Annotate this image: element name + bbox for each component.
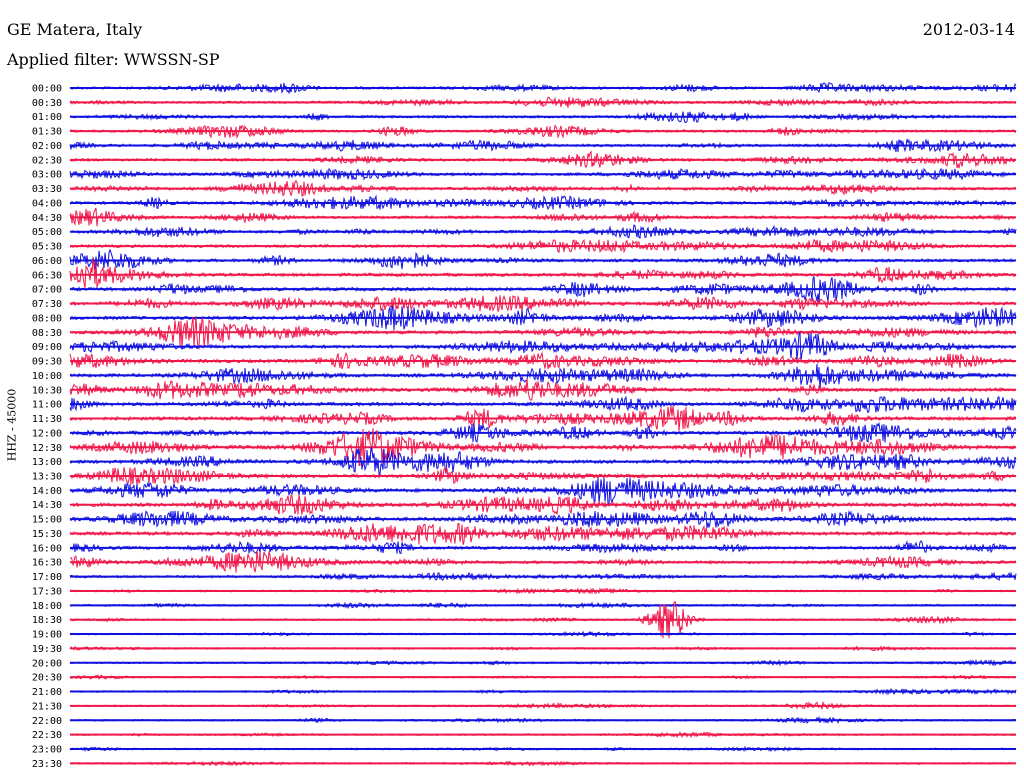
time-label-1600: 16:00 — [32, 543, 62, 554]
time-label-1900: 19:00 — [32, 630, 62, 641]
time-label-0200: 02:00 — [32, 141, 62, 152]
time-label-1130: 11:30 — [32, 414, 62, 425]
time-label-1730: 17:30 — [32, 586, 62, 597]
time-label-1830: 18:30 — [32, 615, 62, 626]
time-label-0130: 01:30 — [32, 127, 62, 138]
time-label-0530: 05:30 — [32, 242, 62, 253]
trace-0630 — [69, 258, 1017, 289]
time-label-2030: 20:30 — [32, 673, 62, 684]
time-label-0500: 05:00 — [32, 227, 62, 238]
time-label-1400: 14:00 — [32, 486, 62, 497]
time-label-0400: 04:00 — [32, 198, 62, 209]
time-label-2100: 21:00 — [32, 687, 62, 698]
time-label-1000: 10:00 — [32, 371, 62, 382]
time-label-1330: 13:30 — [32, 471, 62, 482]
trace-1000 — [69, 363, 1017, 391]
time-label-2300: 23:00 — [32, 745, 62, 756]
time-label-2000: 20:00 — [32, 658, 62, 669]
time-label-1230: 12:30 — [32, 443, 62, 454]
time-label-1800: 18:00 — [32, 601, 62, 612]
time-label-0330: 03:30 — [32, 184, 62, 195]
time-label-0600: 06:00 — [32, 256, 62, 267]
trace-1130 — [69, 405, 1017, 431]
time-label-1030: 10:30 — [32, 385, 62, 396]
time-label-1430: 14:30 — [32, 500, 62, 511]
time-label-1500: 15:00 — [32, 515, 62, 526]
time-label-0930: 09:30 — [32, 357, 62, 368]
time-label-0900: 09:00 — [32, 342, 62, 353]
time-label-0630: 06:30 — [32, 270, 62, 281]
time-label-0830: 08:30 — [32, 328, 62, 339]
time-label-0300: 03:00 — [32, 170, 62, 181]
time-label-1930: 19:30 — [32, 644, 62, 655]
date-label: 2012-03-14 — [922, 20, 1015, 39]
time-label-0730: 07:30 — [32, 299, 62, 310]
time-label-1200: 12:00 — [32, 428, 62, 439]
filter-label: Applied filter: WWSSN-SP — [7, 50, 220, 69]
time-label-0230: 02:30 — [32, 155, 62, 166]
time-label-0800: 08:00 — [32, 313, 62, 324]
station-title: GE Matera, Italy — [7, 20, 143, 39]
trace-1330 — [69, 466, 1017, 485]
time-label-1630: 16:30 — [32, 558, 62, 569]
trace-1400 — [69, 477, 1017, 506]
time-label-2200: 22:00 — [32, 716, 62, 727]
time-label-0700: 07:00 — [32, 285, 62, 296]
time-label-1530: 15:30 — [32, 529, 62, 540]
time-label-2130: 21:30 — [32, 701, 62, 712]
time-label-0030: 00:30 — [32, 98, 62, 109]
time-label-0000: 00:00 — [32, 84, 62, 95]
time-label-0100: 01:00 — [32, 112, 62, 123]
time-labels: 00:00 00:30 01:00 01:30 02:00 02:30 03:00 03:30… — [32, 84, 62, 770]
trace-1230 — [69, 428, 1017, 467]
time-label-0430: 04:30 — [32, 213, 62, 224]
time-label-2330: 23:30 — [32, 759, 62, 770]
trace-lines — [69, 82, 1017, 767]
time-label-1100: 11:00 — [32, 400, 62, 411]
time-label-1300: 13:00 — [32, 457, 62, 468]
time-label-2230: 22:30 — [32, 730, 62, 741]
time-label-1700: 17:00 — [32, 572, 62, 583]
